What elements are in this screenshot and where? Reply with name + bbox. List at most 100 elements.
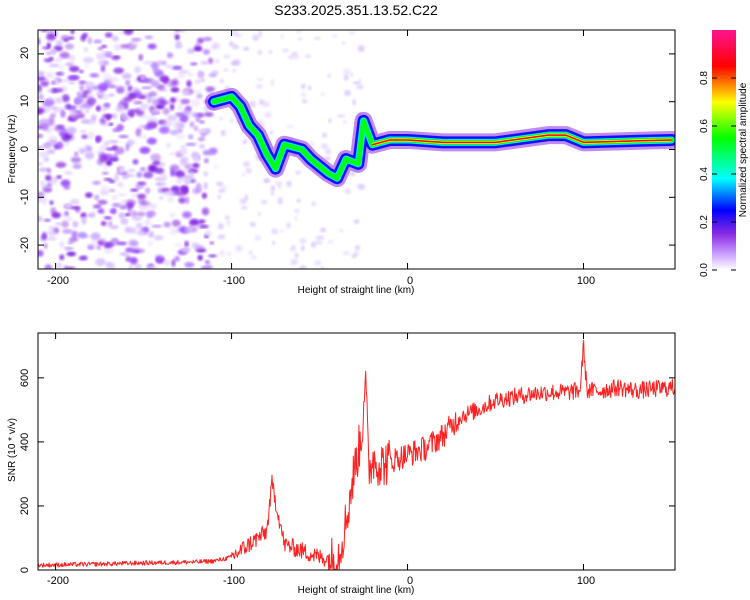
noise-blob xyxy=(202,49,211,55)
noise-blob xyxy=(118,212,125,219)
noise-blob xyxy=(154,167,165,174)
noise-blob xyxy=(105,262,111,266)
noise-blob xyxy=(41,232,47,240)
spec-ytick-label: 10 xyxy=(19,95,31,107)
noise-blob xyxy=(203,158,209,164)
noise-blob xyxy=(103,164,108,172)
noise-blob xyxy=(294,215,298,222)
snr-ticks xyxy=(38,333,675,571)
noise-blob xyxy=(235,244,243,252)
noise-blob xyxy=(134,263,142,269)
noise-blob xyxy=(180,98,191,105)
noise-blob xyxy=(191,188,201,195)
noise-blob xyxy=(144,124,152,131)
noise-blob xyxy=(201,192,208,199)
noise-blob xyxy=(197,254,203,261)
noise-blob xyxy=(151,224,163,228)
noise-blob xyxy=(84,81,95,89)
noise-blob xyxy=(59,254,65,261)
noise-blob xyxy=(96,245,102,250)
noise-blob xyxy=(90,239,98,248)
noise-blob xyxy=(341,41,347,45)
noise-blob xyxy=(243,46,250,51)
noise-blob xyxy=(301,245,305,252)
noise-blob xyxy=(135,128,142,137)
noise-blob xyxy=(44,264,53,269)
noise-blob xyxy=(134,66,142,74)
noise-blob xyxy=(197,37,205,44)
noise-blob xyxy=(139,227,150,232)
noise-blob xyxy=(165,141,172,149)
noise-blob xyxy=(184,163,195,169)
noise-blob xyxy=(262,101,271,108)
snr-xtick-label: -200 xyxy=(47,575,69,587)
noise-blob xyxy=(45,30,55,35)
noise-blob xyxy=(202,149,213,156)
noise-blob xyxy=(228,41,234,47)
noise-blob xyxy=(277,184,282,189)
noise-blob xyxy=(97,208,105,214)
noise-blob xyxy=(195,118,201,122)
noise-blob xyxy=(61,220,69,229)
spec-xtick-label: -100 xyxy=(223,275,245,287)
noise-blob xyxy=(166,196,175,203)
noise-blob xyxy=(162,107,170,116)
noise-blob xyxy=(201,207,210,216)
noise-blob xyxy=(41,123,49,131)
noise-blob xyxy=(96,149,104,157)
noise-blob xyxy=(81,134,88,139)
noise-blob xyxy=(320,266,325,269)
noise-blob xyxy=(217,188,226,193)
noise-blob xyxy=(169,129,179,136)
noise-blob xyxy=(174,170,185,178)
noise-blob xyxy=(241,206,248,210)
noise-blob xyxy=(83,46,89,53)
noise-blob xyxy=(43,157,50,162)
noise-blob xyxy=(268,50,273,54)
noise-blob xyxy=(85,87,93,94)
noise-blob xyxy=(332,34,338,38)
noise-blob xyxy=(242,161,250,168)
noise-blob xyxy=(64,246,74,251)
noise-blob xyxy=(72,221,79,228)
noise-blob xyxy=(38,150,50,159)
noise-blob xyxy=(297,30,301,34)
noise-blob xyxy=(60,79,69,83)
noise-blob xyxy=(339,229,343,233)
noise-blob xyxy=(150,153,162,162)
noise-blob xyxy=(148,203,157,210)
noise-blob xyxy=(125,143,130,152)
noise-blob xyxy=(245,167,253,174)
noise-blob xyxy=(171,219,181,227)
noise-blob xyxy=(196,93,203,99)
noise-blob xyxy=(82,57,94,64)
noise-blob xyxy=(175,96,181,101)
noise-blob xyxy=(111,35,119,42)
colorbar-tick-label: 0.8 xyxy=(699,71,710,85)
noise-blob xyxy=(46,42,51,49)
noise-blob xyxy=(264,111,272,119)
noise-blob xyxy=(300,83,306,90)
noise-blob xyxy=(169,103,175,111)
noise-blob xyxy=(213,41,218,48)
noise-blob xyxy=(199,224,209,229)
noise-blob xyxy=(48,225,54,230)
noise-blob xyxy=(72,163,82,170)
noise-blob xyxy=(101,171,109,175)
noise-blob xyxy=(97,59,109,67)
noise-blob xyxy=(136,171,143,178)
noise-blob xyxy=(132,90,143,98)
spec-ytick-label: -20 xyxy=(19,237,31,253)
noise-blob xyxy=(68,237,79,242)
noise-blob xyxy=(104,241,114,249)
noise-blob xyxy=(299,265,307,269)
noise-blob xyxy=(190,62,198,66)
noise-blob xyxy=(170,87,180,93)
noise-blob xyxy=(136,211,146,217)
noise-blob xyxy=(257,212,261,216)
noise-blob xyxy=(111,195,118,201)
noise-blob xyxy=(54,97,64,104)
noise-blob xyxy=(38,107,45,115)
noise-blob xyxy=(324,149,332,155)
spectrogram-scatter xyxy=(38,30,366,269)
